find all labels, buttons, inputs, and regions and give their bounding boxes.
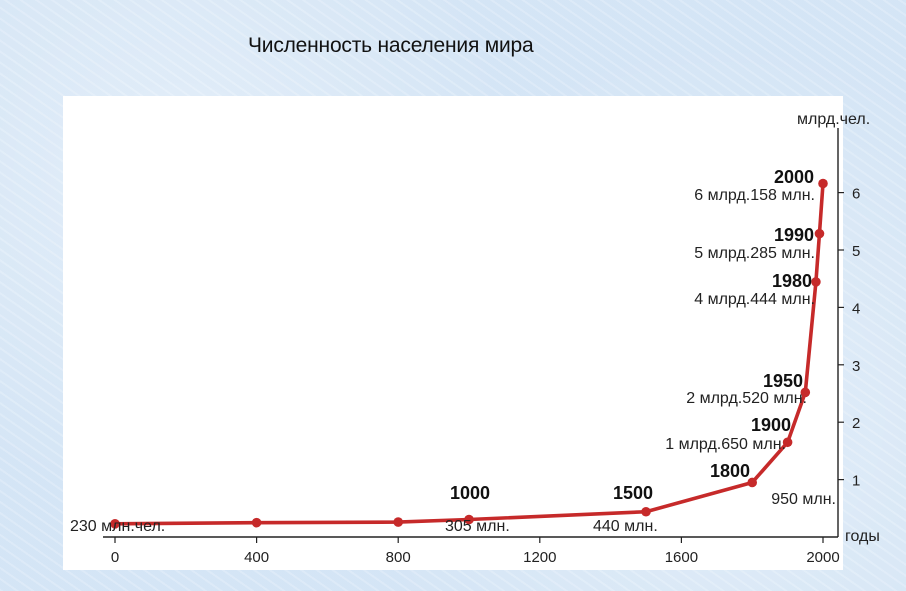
year-label: 1990: [774, 225, 814, 245]
data-point: [818, 178, 828, 189]
value-label: 2 млрд.520 млн.: [686, 390, 807, 407]
value-label: 4 млрд.444 млн.: [694, 291, 815, 308]
year-label: 1000: [450, 483, 490, 503]
x-tick-label: 800: [386, 549, 411, 566]
chart-panel: 0 400 800 1200 1600 2000 1 2 3 4 5 6 млрд.чел. годы 23…: [63, 96, 880, 570]
y-tick-label: 4: [852, 300, 860, 317]
year-label: 1980: [772, 271, 812, 291]
value-label: 305 млн.: [445, 518, 510, 535]
data-point: [782, 437, 793, 448]
page-title: Численность населения мира: [248, 34, 534, 57]
x-tick-label: 1600: [665, 549, 698, 566]
year-label: 1900: [751, 415, 791, 435]
y-tick-label: 3: [852, 358, 860, 375]
data-point: [251, 517, 262, 528]
data-point: [110, 518, 120, 529]
data-point: [641, 506, 651, 517]
y-axis-unit: млрд.чел.: [797, 111, 870, 128]
x-tick-label: 1200: [523, 549, 556, 566]
value-label: 1 млрд.650 млн.: [665, 436, 786, 453]
year-label: 1500: [613, 483, 653, 503]
population-chart: 0 400 800 1200 1600 2000 1 2 3 4 5 6 млрд.чел. годы 23…: [70, 111, 880, 566]
value-label: 5 млрд.285 млн.: [694, 245, 815, 262]
value-label: 6 млрд.158 млн.: [694, 187, 815, 204]
data-point: [800, 387, 811, 398]
y-tick-label: 6: [852, 186, 860, 203]
y-tick-label: 5: [852, 243, 860, 260]
x-tick-label: 400: [244, 549, 269, 566]
value-label: 230 млн.чел.: [70, 518, 165, 535]
data-point: [464, 514, 474, 525]
y-tick-label: 1: [852, 473, 860, 490]
year-label: 1800: [710, 461, 750, 481]
data-point: [811, 277, 821, 287]
x-tick-label: 2000: [806, 549, 839, 566]
year-label: 2000: [774, 167, 814, 187]
value-label: 950 млн.: [771, 491, 836, 508]
data-point: [747, 477, 757, 488]
data-point: [393, 517, 404, 527]
year-label: 1950: [763, 371, 803, 391]
value-label: 440 млн.: [593, 518, 658, 535]
data-point: [814, 228, 825, 239]
y-tick-label: 2: [852, 415, 860, 432]
x-axis-unit: годы: [845, 528, 880, 545]
x-tick-label: 0: [111, 549, 119, 566]
